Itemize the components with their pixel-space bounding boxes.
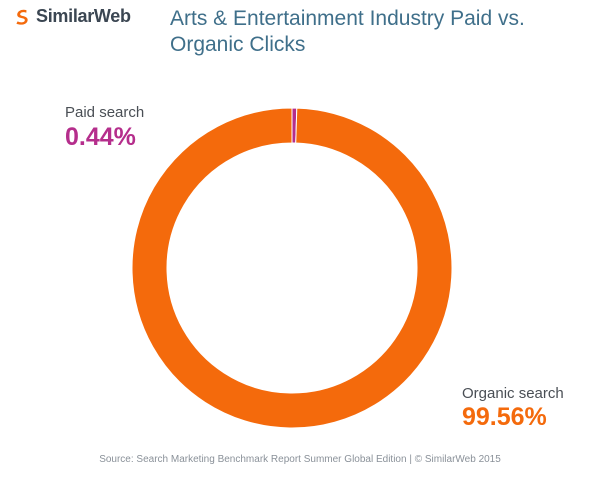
logo-text: SimilarWeb: [36, 6, 131, 26]
logo: SimilarWeb: [14, 6, 131, 27]
organic-search-value: 99.56%: [462, 403, 547, 431]
donut-slice-organic-search: [131, 107, 453, 429]
paid-search-label: Paid search: [65, 104, 145, 121]
similarweb-swirl-icon: [16, 9, 28, 25]
paid-search-value: 0.44%: [65, 123, 136, 151]
source-footnote: Source: Search Marketing Benchmark Repor…: [99, 454, 501, 465]
organic-search-label: Organic search: [462, 385, 564, 402]
chart-title: Arts & Entertainment Industry Paid vs. O…: [170, 7, 525, 56]
donut-slices: [131, 107, 453, 429]
